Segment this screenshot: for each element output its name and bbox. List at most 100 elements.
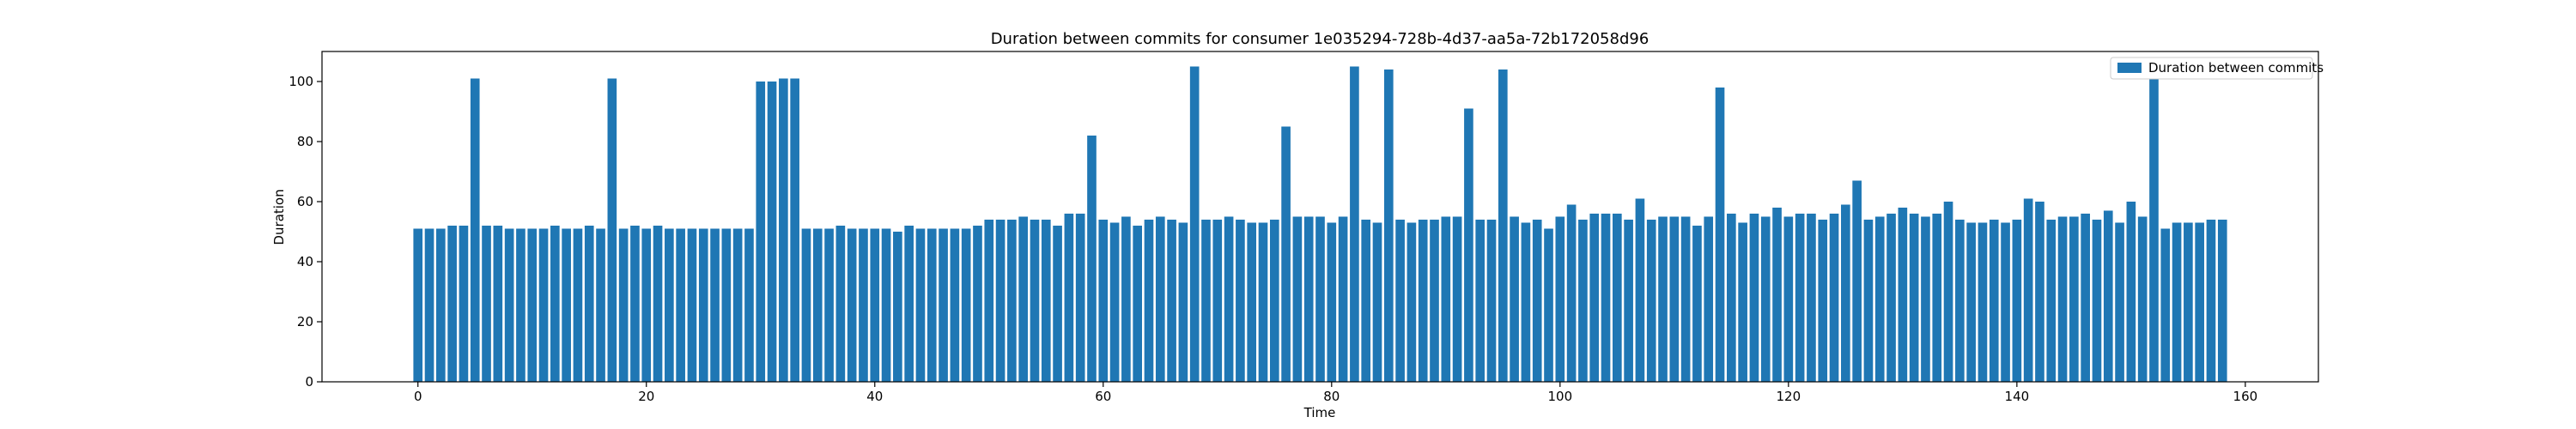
bar — [550, 226, 560, 382]
bar — [1955, 220, 1965, 382]
chart-title: Duration between commits for consumer 1e… — [991, 30, 1649, 48]
bar — [1167, 220, 1176, 382]
bar — [413, 228, 423, 382]
x-tick-label: 0 — [414, 389, 422, 404]
bar — [1829, 214, 1839, 382]
bar — [1178, 222, 1188, 382]
bar — [527, 228, 538, 382]
bar — [665, 228, 674, 382]
bar — [1658, 216, 1668, 382]
bar — [676, 228, 685, 382]
bar — [1544, 228, 1553, 382]
bar — [1121, 216, 1131, 382]
bar — [2160, 228, 2171, 382]
bar — [1783, 216, 1794, 382]
bar — [2137, 216, 2148, 382]
bar — [2069, 216, 2079, 382]
bar — [1646, 220, 1656, 382]
bar — [1212, 220, 1223, 382]
bar — [1555, 216, 1565, 382]
bar — [1064, 214, 1074, 382]
bar — [1521, 222, 1531, 382]
x-tick-label: 20 — [638, 389, 654, 404]
x-axis-label: Time — [1303, 405, 1336, 420]
bar — [607, 78, 617, 382]
bar — [1098, 220, 1109, 382]
bar — [2184, 222, 2193, 382]
bar — [1498, 69, 1508, 382]
bar — [1727, 214, 1736, 382]
bar — [1852, 180, 1862, 382]
bar — [2081, 214, 2090, 382]
bar — [1943, 202, 1953, 382]
bar — [824, 228, 834, 382]
x-tick-label: 80 — [1323, 389, 1340, 404]
bar — [881, 228, 891, 382]
bar — [1807, 214, 1816, 382]
bar — [1921, 216, 1930, 382]
bar — [1406, 222, 1417, 382]
y-tick-label: 0 — [305, 374, 313, 390]
bar — [1224, 216, 1234, 382]
bar — [835, 226, 846, 382]
legend-swatch — [2117, 63, 2142, 73]
plot-frame — [321, 51, 2319, 383]
bar — [1989, 220, 1999, 382]
bar — [1475, 220, 1485, 382]
bar — [2012, 220, 2022, 382]
bar — [1704, 216, 1714, 382]
y-axis: 0 20 40 60 80 100 — [289, 74, 322, 390]
bar — [573, 228, 583, 382]
y-axis-label: Duration — [271, 189, 287, 245]
x-tick-label: 160 — [2233, 389, 2258, 404]
bar — [1772, 208, 1782, 382]
bar — [1418, 220, 1428, 382]
bar — [1338, 216, 1348, 382]
bar — [424, 228, 434, 382]
bar — [1932, 214, 1942, 382]
bar — [2206, 220, 2216, 382]
bar — [1760, 216, 1771, 382]
bar — [698, 228, 708, 382]
bar — [1966, 222, 1976, 382]
bar — [939, 228, 948, 382]
bar — [1692, 226, 1702, 382]
bar — [995, 220, 1005, 382]
bar — [779, 78, 788, 382]
bar — [732, 228, 743, 382]
x-axis: 0 20 40 60 80 100 120 140 160 — [414, 382, 2257, 404]
bar — [1578, 220, 1588, 382]
bar — [2057, 216, 2068, 382]
x-tick-label: 100 — [1547, 389, 1572, 404]
bar — [870, 228, 880, 382]
bar — [2149, 78, 2159, 382]
bar — [1372, 222, 1382, 382]
legend: Duration between commits — [2110, 57, 2324, 80]
bar — [1613, 214, 1622, 382]
bar — [767, 82, 777, 382]
bar — [721, 228, 732, 382]
bar — [790, 78, 799, 382]
bar — [744, 228, 754, 382]
bar — [653, 226, 663, 382]
bar — [516, 228, 526, 382]
bar — [1566, 204, 1577, 382]
bar — [1486, 220, 1497, 382]
bar — [1715, 88, 1725, 382]
bar — [1201, 220, 1211, 382]
bar — [1532, 220, 1542, 382]
bar — [641, 228, 652, 382]
bar — [1361, 220, 1371, 382]
bar — [618, 228, 629, 382]
y-tick-label: 100 — [289, 74, 313, 89]
bar — [1236, 220, 1245, 382]
bar — [1030, 220, 1040, 382]
bar — [1155, 216, 1165, 382]
bar — [1281, 126, 1291, 382]
bar — [1601, 214, 1611, 382]
bar — [1247, 222, 1257, 382]
bar — [1510, 216, 1519, 382]
bar — [1133, 226, 1143, 382]
bar — [1258, 222, 1268, 382]
